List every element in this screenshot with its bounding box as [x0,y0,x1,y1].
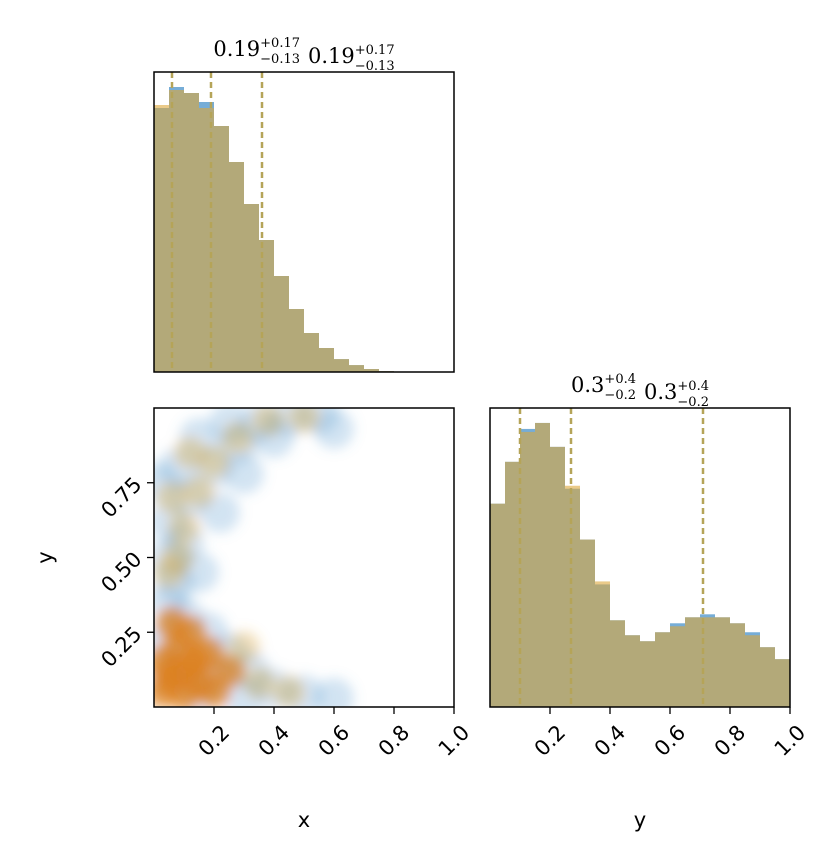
x-tick-label: 1.0 [434,720,475,761]
y-tick-label: 0.75 [96,472,146,522]
x-tick-label: 0.8 [374,720,415,761]
scatter-point [314,408,354,449]
x-tick-label: 0.2 [530,720,571,761]
scatter-point [314,678,354,707]
y-axis-label: y [33,551,57,563]
scatter-point [213,655,245,688]
hist-bar [229,162,244,372]
y-tick-label: 0.25 [96,622,146,672]
scatter-point [224,453,264,494]
x-tick-label: 0.6 [650,720,691,761]
x-tick-label: 0.4 [590,720,631,761]
hist-bar [595,581,610,707]
hist-bar [505,461,520,707]
title-upper: +0.4 [604,372,636,387]
scatter-point [168,679,200,707]
scatter-point [156,607,188,640]
title-upper: +0.4 [677,379,709,394]
hist-bar [364,369,379,372]
title-value: 0.3 [571,373,604,397]
hist-bar [565,485,580,707]
hist-bar [184,93,199,372]
hist-bar [730,623,745,707]
scatter-cloud [154,408,354,707]
scatter-point [168,511,200,544]
scatter-point [288,408,320,433]
x-tick-label: 0.4 [254,720,295,761]
panel-frame [153,407,455,708]
hist-bar [169,90,184,372]
hist-bar [490,503,505,707]
title-lower: −0.2 [677,395,709,410]
hist-bar [550,446,565,707]
scatter-point [222,421,254,454]
hist-bar [154,105,169,372]
y-tick-label: 0.50 [96,547,146,597]
panel-title: 0.3+0.4 −0.2 0.3+0.4 −0.2 [571,372,709,410]
scatter-point [273,676,305,707]
x-tick-label: 0.2 [194,720,235,761]
title-lower: −0.2 [604,388,636,403]
x-tick-label: 0.8 [710,720,751,761]
x-axis-label: y [634,808,646,832]
hist-bar [760,647,775,707]
scatter-point [198,445,230,478]
scatter-point [174,436,206,469]
title-upper: +0.17 [260,36,300,51]
hist-bar [304,333,319,372]
hist-bar [625,635,640,707]
title-value: 0.19 [308,44,355,68]
hist-bar [214,126,229,372]
hist-bar [334,359,349,372]
hist-bar [289,309,304,372]
hist-bar [745,635,760,707]
scatter-blur [154,408,354,707]
hist-bar [244,204,259,372]
panel-title: 0.19+0.17 −0.13 0.19+0.17 −0.13 [213,36,394,74]
hist-bar [349,365,364,372]
scatter-point [180,646,212,679]
scatter-point [183,475,215,508]
title-lower: −0.13 [260,52,300,67]
scatter-point [154,646,179,679]
scatter-point [162,541,194,574]
scatter-point [243,667,275,700]
x-axis-label: x [298,808,310,832]
hist-bar [520,431,535,707]
hist-bar [655,632,670,707]
scatter-point [156,481,188,514]
title-value: 0.19 [213,37,260,61]
title-lower: −0.13 [355,59,395,74]
hist-bar [670,626,685,707]
hist-bar [535,422,550,707]
scatter-point [228,631,260,664]
hist-bar [274,276,289,372]
hist-bar [640,641,655,707]
title-upper: +0.17 [355,43,395,58]
title-value: 0.3 [644,380,677,404]
x-tick-label: 1.0 [770,720,811,761]
hist-bar [775,659,790,707]
hist-bar [319,348,334,372]
hist-bar [580,539,595,707]
hist-bar [685,617,700,707]
scatter-point [252,408,284,436]
panel-frame [153,71,455,373]
hist-bar [610,620,625,707]
panel-frame [489,407,791,708]
hist-bar [715,617,730,707]
x-tick-label: 0.6 [314,720,355,761]
